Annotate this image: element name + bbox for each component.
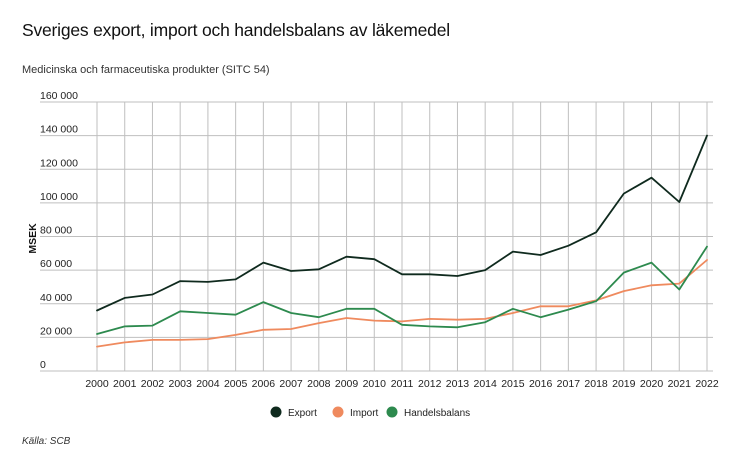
y-tick-label: 40 000 xyxy=(40,292,72,304)
x-tick-label: 2009 xyxy=(335,378,359,390)
y-tick-label: 160 000 xyxy=(40,90,78,102)
y-tick-label: 20 000 xyxy=(40,325,72,337)
chart-title: Sveriges export, import och handelsbalan… xyxy=(22,20,450,40)
y-tick-label: 60 000 xyxy=(40,258,72,270)
x-tick-label: 2015 xyxy=(501,378,525,390)
source-note: Källa: SCB xyxy=(22,436,71,447)
legend-marker-handelsbalans xyxy=(386,406,398,418)
y-tick-label: 120 000 xyxy=(40,157,78,169)
x-tick-label: 2018 xyxy=(584,378,608,390)
series-line-export xyxy=(96,134,708,312)
series-lines xyxy=(96,134,708,348)
x-tick-label: 2021 xyxy=(668,378,692,390)
x-tick-label: 2011 xyxy=(391,378,414,390)
x-tick-label: 2022 xyxy=(695,378,719,390)
x-tick-label: 2003 xyxy=(169,378,193,390)
x-tick-label: 2005 xyxy=(224,378,248,390)
x-axis-ticks: 2000 2001 2002 2003 2004 2005 2006 2007 2008 2009… xyxy=(85,378,719,390)
x-tick-label: 2008 xyxy=(307,378,331,390)
x-tick-label: 2002 xyxy=(141,378,165,390)
x-tick-label: 2016 xyxy=(529,378,553,390)
x-tick-label: 2012 xyxy=(418,378,442,390)
y-axis-label: MSEK xyxy=(27,223,39,254)
legend-label-import: Import xyxy=(350,408,379,419)
x-tick-label: 2000 xyxy=(85,378,109,390)
x-tick-label: 2010 xyxy=(363,378,387,390)
x-tick-label: 2014 xyxy=(474,378,498,390)
x-tick-label: 2019 xyxy=(612,378,636,390)
series-line-import xyxy=(96,259,708,348)
x-tick-label: 2004 xyxy=(196,378,220,390)
y-tick-label: 100 000 xyxy=(40,191,78,203)
legend-marker-import xyxy=(332,406,344,418)
x-tick-label: 2017 xyxy=(557,378,581,390)
legend-marker-export xyxy=(270,406,282,418)
chart-subtitle: Medicinska och farmaceutiska produkter (… xyxy=(22,64,270,76)
y-tick-label: 80 000 xyxy=(40,225,72,237)
legend: Export Import Handelsbalans xyxy=(270,406,470,419)
x-tick-label: 2006 xyxy=(252,378,276,390)
legend-label-handelsbalans: Handelsbalans xyxy=(404,408,470,419)
y-tick-label: 140 000 xyxy=(40,124,78,136)
series-line-handelsbalans xyxy=(96,245,708,335)
x-tick-label: 2001 xyxy=(113,378,137,390)
x-tick-label: 2007 xyxy=(279,378,303,390)
y-tick-label: 0 xyxy=(40,359,46,371)
x-tick-label: 2013 xyxy=(446,378,470,390)
legend-label-export: Export xyxy=(288,408,317,419)
y-axis-ticks: 0 20 000 40 000 60 000 80 000 100 000 120 000 1… xyxy=(40,90,78,371)
x-tick-label: 2020 xyxy=(640,378,664,390)
grid xyxy=(40,101,713,372)
